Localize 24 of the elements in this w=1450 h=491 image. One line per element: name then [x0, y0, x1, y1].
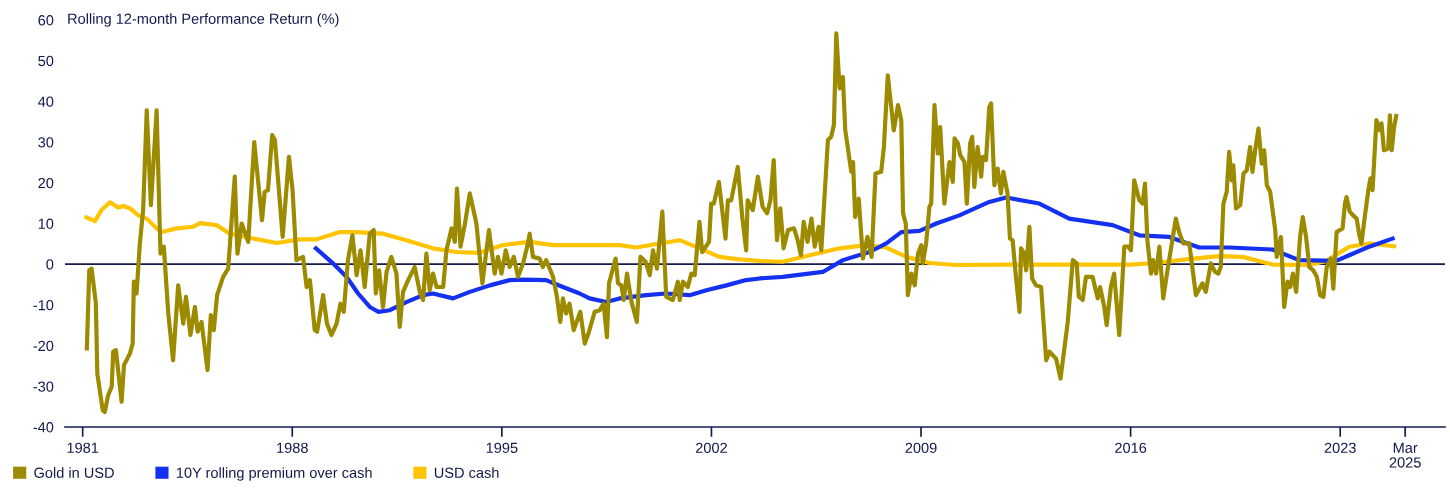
- line-series: [84, 31, 1399, 415]
- y-tick-label: 10: [38, 218, 54, 229]
- x-tick-label: 2016: [1115, 442, 1147, 453]
- y-tick-label: -40: [33, 422, 54, 433]
- x-tick-label: 1995: [486, 442, 518, 453]
- y-axis-title: Rolling 12-month Performance Return (%): [68, 13, 339, 27]
- legend-label: Gold in USD: [34, 467, 114, 478]
- y-tick-label: 30: [38, 137, 54, 148]
- x-tick-label: 1988: [277, 442, 308, 453]
- y-tick-label: 50: [38, 55, 54, 67]
- y-tick-label: 20: [38, 177, 54, 189]
- x-tick-label: 2009: [905, 442, 937, 453]
- x-tick-label: 1981: [67, 442, 99, 453]
- x-tick-label: 2002: [695, 442, 727, 453]
- y-tick-label: 40: [38, 96, 54, 107]
- legend-label: 10Y rolling premium over cash: [176, 467, 372, 481]
- x-tick-label: 2023: [1324, 442, 1356, 453]
- y-tick-label: -20: [33, 340, 54, 352]
- x-tick-label: Mar 2025: [1389, 442, 1421, 468]
- y-tick-label: -30: [33, 381, 54, 392]
- y-tick-label: 60: [38, 15, 54, 26]
- y-tick-label: -10: [33, 300, 54, 311]
- legend-label: USD cash: [434, 467, 499, 478]
- y-tick-label: 0: [46, 259, 54, 270]
